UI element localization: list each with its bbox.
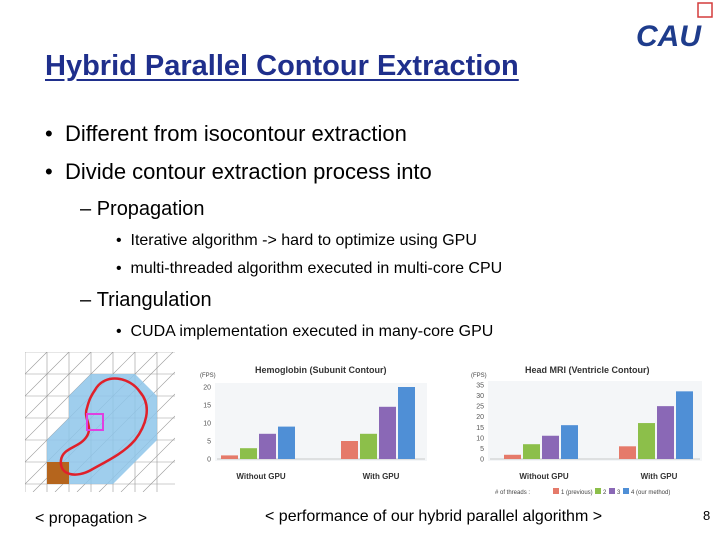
legend-swatch xyxy=(609,488,615,494)
x-tick-label: Without GPU xyxy=(519,472,568,481)
logo-text: CAU xyxy=(636,20,702,53)
page-number: 8 xyxy=(703,508,711,523)
y-tick-label: 20 xyxy=(476,414,484,421)
bar xyxy=(542,435,559,459)
sub-bullet-triangulation: – Triangulation xyxy=(80,289,212,311)
y-tick-label: 30 xyxy=(476,393,484,400)
bullet-1: • Different from isocontour extraction xyxy=(45,121,407,146)
item-multithreaded: • multi-threaded algorithm executed in m… xyxy=(116,260,503,277)
bar xyxy=(657,406,674,459)
legend-label: 3 xyxy=(617,490,621,496)
slide-title: Hybrid Parallel Contour Extraction xyxy=(45,50,519,82)
bar xyxy=(504,454,521,459)
y-tick-label: 0 xyxy=(207,457,211,464)
x-tick-label: With GPU xyxy=(363,472,400,481)
y-tick-label: 10 xyxy=(203,421,211,428)
performance-charts: Hemoglobin (Subunit Contour) (FPS) 0 5 10 15 2… xyxy=(200,365,702,496)
legend-swatch xyxy=(623,488,629,494)
sub-bullet-propagation: – Propagation xyxy=(80,198,205,220)
bar xyxy=(398,387,415,459)
y-tick-label: 5 xyxy=(480,446,484,453)
x-tick-label: Without GPU xyxy=(236,472,285,481)
item-cuda-text: CUDA implementation executed in many-cor… xyxy=(130,323,494,340)
legend-prefix: # of threads : xyxy=(495,490,530,496)
y-tick-label: 5 xyxy=(207,439,211,446)
y-axis-label: (FPS) xyxy=(471,373,487,379)
bar xyxy=(619,446,636,459)
caption-performance: < performance of our hybrid parallel alg… xyxy=(265,508,603,525)
contour-curve xyxy=(59,377,149,476)
bar xyxy=(240,448,257,459)
chart-title: Head MRI (Ventricle Contour) xyxy=(525,365,650,375)
chart-legend: # of threads : 1 (previous) 2 3 4 (our metho… xyxy=(495,488,670,496)
x-tick-label: With GPU xyxy=(641,472,678,481)
item-cuda: • CUDA implementation executed in many-c… xyxy=(116,323,494,340)
bar xyxy=(341,441,358,459)
legend-swatch xyxy=(595,488,601,494)
chart-head-mri: Head MRI (Ventricle Contour) (FPS) 0 5 10 15 2… xyxy=(471,365,702,481)
legend-label: 1 (previous) xyxy=(561,490,593,496)
sub-bullet-triangulation-text: Triangulation xyxy=(96,289,212,311)
y-tick-label: 35 xyxy=(476,383,484,390)
bar xyxy=(676,391,693,459)
item-multithreaded-text: multi-threaded algorithm executed in mul… xyxy=(130,260,503,277)
y-tick-label: 10 xyxy=(476,435,484,442)
chart-hemoglobin: Hemoglobin (Subunit Contour) (FPS) 0 5 10 15 2… xyxy=(200,365,427,481)
y-tick-label: 25 xyxy=(476,404,484,411)
y-tick-label: 15 xyxy=(476,425,484,432)
sub-bullet-propagation-text: Propagation xyxy=(96,198,205,220)
y-axis-label: (FPS) xyxy=(200,373,216,379)
y-tick-label: 20 xyxy=(203,385,211,392)
y-tick-label: 0 xyxy=(480,457,484,464)
bar xyxy=(523,444,540,459)
bullet-2: • Divide contour extraction process into xyxy=(45,159,432,184)
bar xyxy=(360,433,377,459)
seed-cell xyxy=(47,462,69,484)
bar xyxy=(259,433,276,459)
bar xyxy=(561,425,578,459)
y-tick-label: 15 xyxy=(203,403,211,410)
highlight-cell xyxy=(86,413,104,431)
item-iterative: • Iterative algorithm -> hard to optimiz… xyxy=(116,232,477,249)
bullet-1-text: Different from isocontour extraction xyxy=(64,121,407,146)
bar xyxy=(221,455,238,459)
bar xyxy=(278,426,295,459)
legend-swatch xyxy=(553,488,559,494)
legend-label: 2 xyxy=(603,490,607,496)
propagation-figure xyxy=(25,352,175,492)
caption-propagation: < propagation > xyxy=(35,510,148,527)
bullet-2-text: Divide contour extraction process into xyxy=(64,159,432,184)
chart-title: Hemoglobin (Subunit Contour) xyxy=(255,365,386,375)
bar xyxy=(638,423,655,459)
cau-logo: CAU xyxy=(636,2,713,53)
bar xyxy=(379,406,396,459)
legend-label: 4 (our method) xyxy=(631,490,670,496)
item-iterative-text: Iterative algorithm -> hard to optimize … xyxy=(130,232,477,249)
